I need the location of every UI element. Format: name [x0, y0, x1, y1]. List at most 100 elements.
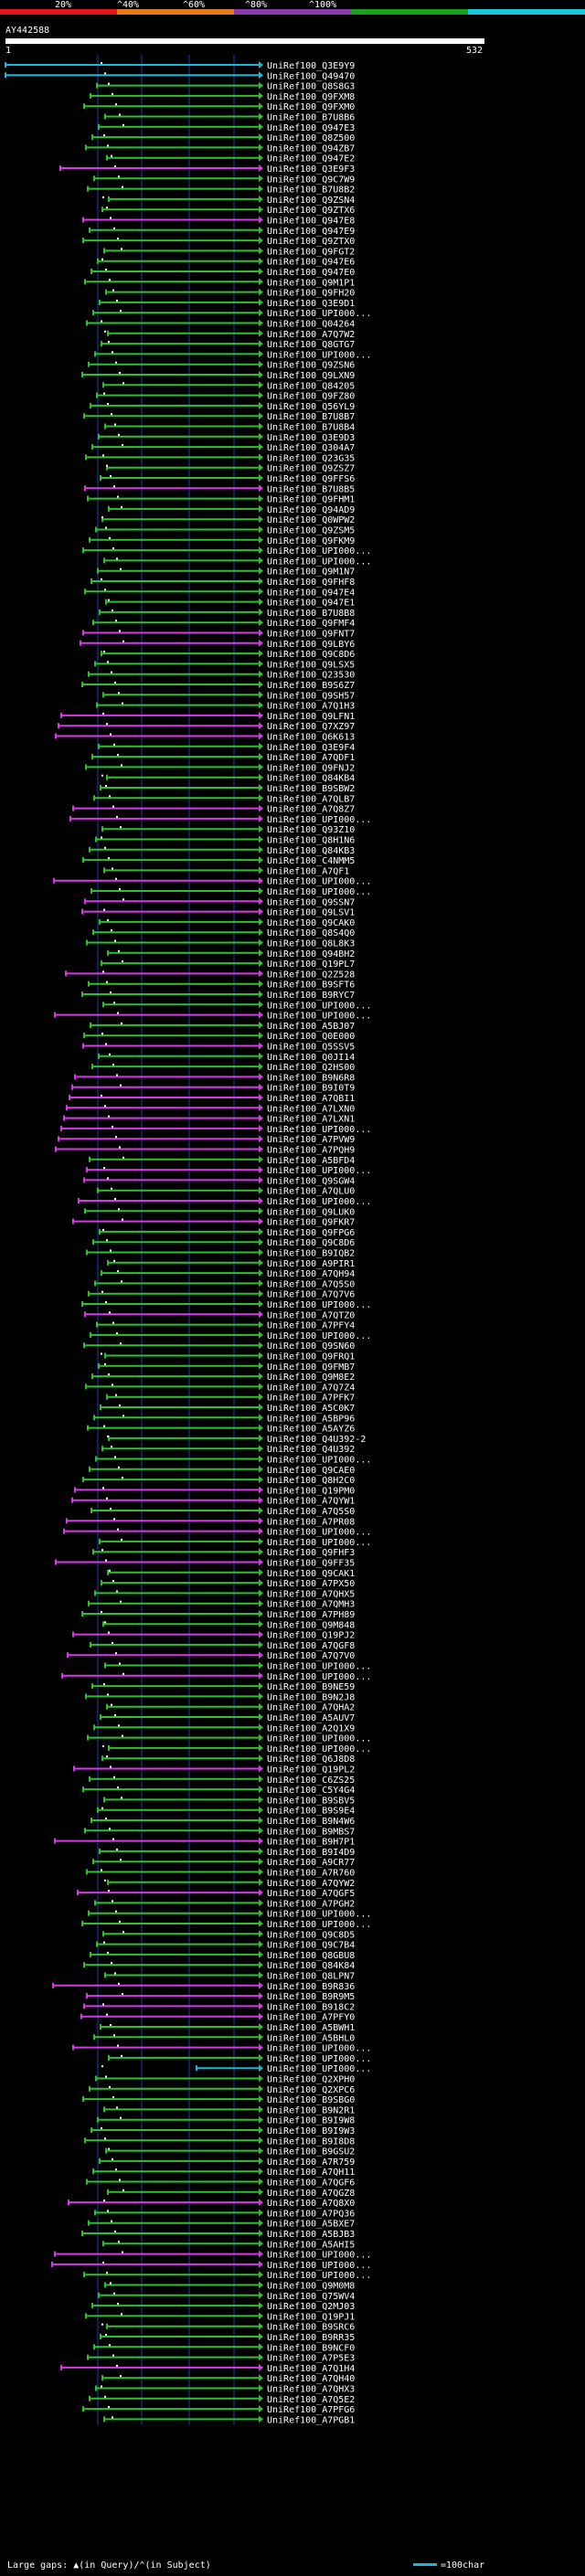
hit-row[interactable]: UniRef100_Q0E000 — [83, 1032, 355, 1042]
hit-label[interactable]: UniRef100_C5Y4G4 — [267, 1786, 355, 1796]
hit-label[interactable]: UniRef100_Q947E9 — [267, 227, 355, 237]
hit-row[interactable]: UniRef100_Q9FHF3 — [92, 1548, 355, 1558]
hit-label[interactable]: UniRef100_A9CR77 — [267, 1858, 355, 1868]
hit-label[interactable]: UniRef100_A5BJ07 — [267, 1022, 355, 1032]
hit-row[interactable]: UniRef100_Q9FKR7 — [72, 1217, 355, 1228]
hit-label[interactable]: UniRef100_A7Q1H4 — [267, 2364, 355, 2374]
hit-label[interactable]: UniRef100_Q9LSV1 — [267, 908, 355, 918]
hit-row[interactable]: UniRef100_UPI000... — [94, 350, 371, 360]
hit-row[interactable]: UniRef100_Q9LUK0 — [84, 1207, 355, 1217]
hit-row[interactable]: UniRef100_A7QTZ0 — [84, 1310, 355, 1320]
hit-row[interactable]: UniRef100_B9N2J8 — [85, 1692, 355, 1702]
hit-label[interactable]: UniRef100_A7QDF1 — [267, 753, 355, 763]
hit-label[interactable]: UniRef100_UPI000... — [267, 887, 371, 897]
hit-row[interactable]: UniRef100_A5BHL0 — [93, 2033, 355, 2043]
hit-label[interactable]: UniRef100_A7QF1 — [267, 866, 349, 876]
hit-label[interactable]: UniRef100_A7QGF6 — [267, 2178, 355, 2189]
hit-row[interactable]: UniRef100_A5BXE7 — [88, 2219, 355, 2230]
hit-label[interactable]: UniRef100_B9N4W6 — [267, 1817, 355, 1827]
hit-row[interactable]: UniRef100_UPI000... — [83, 2271, 371, 2281]
hit-row[interactable]: UniRef100_Q9M1P1 — [84, 278, 355, 288]
hit-label[interactable]: UniRef100_B9NCF0 — [267, 2343, 355, 2353]
hit-row[interactable]: UniRef100_A7PGH2 — [94, 1899, 355, 1909]
hit-row[interactable]: UniRef100_B9SBG0 — [82, 2095, 355, 2105]
hit-label[interactable]: UniRef100_Q9ZTX0 — [267, 237, 355, 247]
hit-row[interactable]: UniRef100_B9I0T9 — [71, 1083, 355, 1094]
hit-row[interactable]: UniRef100_C5Y4G4 — [82, 1786, 355, 1796]
hit-row[interactable]: UniRef100_A7QH11 — [92, 2168, 355, 2178]
hit-row[interactable]: UniRef100_Q8H1N6 — [95, 835, 355, 846]
hit-label[interactable]: UniRef100_A5BXE7 — [267, 2220, 355, 2230]
hit-label[interactable]: UniRef100_Q9M8E2 — [267, 1373, 355, 1383]
hit-row[interactable]: UniRef100_Q9CAK0 — [99, 917, 355, 928]
hit-row[interactable]: UniRef100_Q23530 — [88, 670, 355, 681]
hit-row[interactable]: UniRef100_Q04264 — [86, 319, 355, 330]
hit-label[interactable]: UniRef100_A7PGH2 — [267, 1899, 355, 1909]
hit-row[interactable]: UniRef100_Q9ZSN4 — [102, 195, 355, 206]
hit-label[interactable]: UniRef100_Q0JI14 — [267, 1053, 355, 1063]
hit-label[interactable]: UniRef100_A7Q7V6 — [267, 1290, 355, 1300]
hit-row[interactable]: UniRef100_UPI000... — [53, 876, 371, 887]
hit-label[interactable]: UniRef100_Q9FXM0 — [267, 102, 355, 112]
hit-label[interactable]: UniRef100_Q9SN60 — [267, 1341, 355, 1352]
hit-row[interactable]: UniRef100_A7Q7Z4 — [85, 1383, 355, 1393]
hit-row[interactable]: UniRef100_B9N6R8 — [74, 1073, 355, 1083]
hit-label[interactable]: UniRef100_Q9FKR7 — [267, 1218, 355, 1228]
hit-row[interactable]: UniRef100_UPI000... — [88, 1909, 371, 1920]
hit-row[interactable]: UniRef100_B9N4W6 — [90, 1817, 355, 1827]
hit-label[interactable]: UniRef100_B7U8B6 — [267, 113, 355, 123]
hit-row[interactable]: UniRef100_Q9ZTX0 — [82, 237, 355, 247]
hit-label[interactable]: UniRef100_Q947E6 — [267, 258, 355, 268]
hit-row[interactable]: UniRef100_Q9FZ80 — [96, 391, 355, 402]
hit-label[interactable]: UniRef100_Q9SGW4 — [267, 1176, 355, 1186]
hit-row[interactable]: UniRef100_Q9ZSZ7 — [106, 463, 355, 474]
hit-label[interactable]: UniRef100_Q04264 — [267, 320, 355, 330]
hit-row[interactable]: UniRef100_Q9LSV1 — [81, 907, 355, 918]
hit-label[interactable]: UniRef100_B9N6R8 — [267, 1073, 355, 1083]
hit-label[interactable]: UniRef100_Q8Z500 — [267, 133, 355, 143]
hit-label[interactable]: UniRef100_Q0WPW2 — [267, 515, 355, 525]
hit-row[interactable]: UniRef100_Q3E9Y9 — [5, 61, 355, 71]
hit-label[interactable]: UniRef100_UPI000... — [267, 1456, 371, 1466]
hit-row[interactable]: UniRef100_Q9C8D6 — [101, 650, 355, 660]
hit-label[interactable]: UniRef100_B9I0T9 — [267, 1084, 355, 1094]
hit-label[interactable]: UniRef100_Q3E9F4 — [267, 743, 355, 753]
hit-row[interactable]: UniRef100_A5BWH1 — [100, 2023, 355, 2033]
hit-row[interactable]: UniRef100_Q2MJ03 — [91, 2302, 355, 2312]
hit-label[interactable]: UniRef100_B9I4D9 — [267, 1848, 355, 1858]
hit-label[interactable]: UniRef100_Q23530 — [267, 671, 355, 681]
hit-label[interactable]: UniRef100_UPI000... — [267, 309, 371, 319]
hit-row[interactable]: UniRef100_Q9FMF4 — [92, 619, 355, 629]
hit-row[interactable]: UniRef100_C4NMM5 — [82, 856, 355, 866]
hit-label[interactable]: UniRef100_Q947E3 — [267, 123, 355, 133]
hit-label[interactable]: UniRef100_Q9ZSN4 — [267, 196, 355, 206]
hit-label[interactable]: UniRef100_UPI000... — [267, 1920, 371, 1930]
hit-row[interactable]: UniRef100_Q9ZSM5 — [95, 525, 355, 536]
hit-row[interactable]: UniRef100_B9R9M5 — [86, 1992, 355, 2002]
hit-label[interactable]: UniRef100_A7PR08 — [267, 1517, 355, 1527]
hit-label[interactable]: UniRef100_A7Q7V0 — [267, 1651, 355, 1661]
hit-row[interactable]: UniRef100_UPI000... — [54, 1011, 371, 1022]
hit-label[interactable]: UniRef100_Q93Z10 — [267, 825, 355, 835]
hit-row[interactable]: UniRef100_Q9ZSN6 — [88, 360, 355, 371]
hit-label[interactable]: UniRef100_A7PH89 — [267, 1610, 355, 1620]
hit-label[interactable]: UniRef100_UPI000... — [267, 557, 371, 567]
hit-row[interactable]: UniRef100_Q304A7 — [91, 443, 355, 453]
hit-row[interactable]: UniRef100_Q94AD9 — [108, 504, 355, 515]
hit-label[interactable]: UniRef100_UPI000... — [267, 2054, 371, 2064]
hit-row[interactable]: UniRef100_A7R759 — [99, 2157, 355, 2168]
hit-row[interactable]: UniRef100_Q9LBY6 — [80, 639, 355, 650]
hit-row[interactable]: UniRef100_A7PFY4 — [96, 1320, 355, 1331]
hit-label[interactable]: UniRef100_A7PX50 — [267, 1579, 355, 1589]
hit-label[interactable]: UniRef100_Q94BH2 — [267, 949, 355, 959]
hit-label[interactable]: UniRef100_UPI000... — [267, 1166, 371, 1176]
hit-row[interactable]: UniRef100_A7PFG6 — [82, 2405, 355, 2415]
hit-label[interactable]: UniRef100_B7U8B4 — [267, 423, 355, 433]
hit-label[interactable]: UniRef100_A7PFY4 — [267, 1321, 355, 1331]
hit-label[interactable]: UniRef100_B7U8B2 — [267, 186, 355, 196]
hit-row[interactable]: UniRef100_A5BJB3 — [81, 2230, 355, 2240]
hit-label[interactable]: UniRef100_A7QH40 — [267, 2374, 355, 2384]
hit-row[interactable]: UniRef100_B9S6Z7 — [81, 681, 355, 691]
hit-label[interactable]: UniRef100_B9RYC7 — [267, 991, 355, 1001]
hit-row[interactable]: UniRef100_Q8S4Q0 — [92, 928, 355, 938]
